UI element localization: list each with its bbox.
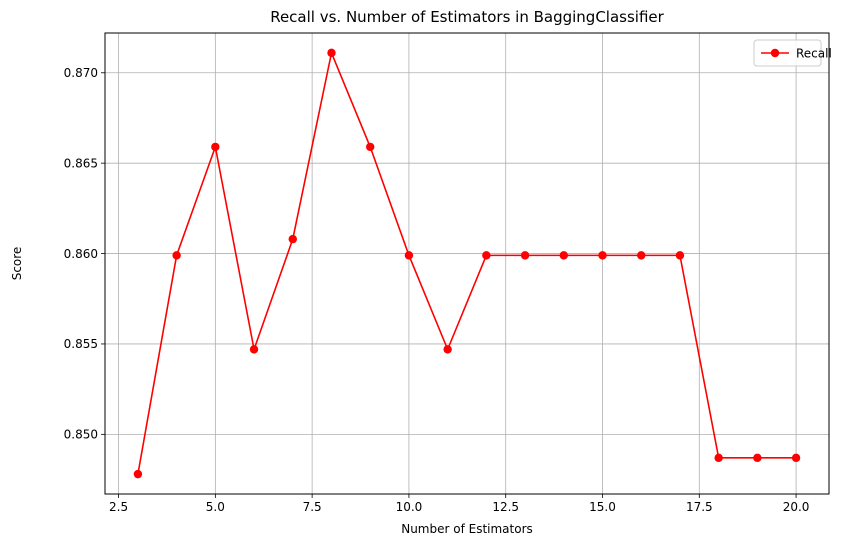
data-point bbox=[211, 142, 220, 152]
legend: Recall bbox=[753, 39, 832, 67]
x-tick-label: 2.5 bbox=[109, 500, 128, 514]
legend-marker-icon bbox=[770, 48, 780, 58]
grid bbox=[105, 33, 829, 494]
x-tick-label: 7.5 bbox=[303, 500, 322, 514]
x-tick-label: 12.5 bbox=[492, 500, 519, 514]
x-axis-label: Number of Estimators bbox=[401, 522, 533, 536]
data-series bbox=[133, 48, 801, 479]
y-tick-label: 0.865 bbox=[64, 156, 98, 170]
y-axis-label: Score bbox=[10, 247, 24, 281]
data-point bbox=[714, 453, 723, 463]
x-tick-label: 10.0 bbox=[396, 500, 423, 514]
data-point bbox=[598, 251, 607, 260]
series-line-recall bbox=[137, 52, 797, 475]
x-tick-label: 5.0 bbox=[206, 500, 225, 514]
data-point bbox=[559, 251, 568, 260]
y-tick-label: 0.850 bbox=[64, 428, 98, 442]
x-tick-label: 15.0 bbox=[589, 500, 616, 514]
data-point bbox=[637, 251, 646, 260]
data-point bbox=[404, 251, 414, 260]
y-tick-label: 0.870 bbox=[64, 66, 98, 80]
axes-frame bbox=[104, 32, 830, 495]
data-point bbox=[327, 48, 336, 58]
data-point bbox=[366, 142, 375, 152]
data-point bbox=[753, 453, 762, 463]
y-tick-label: 0.855 bbox=[64, 337, 98, 351]
data-point bbox=[520, 251, 530, 260]
data-point bbox=[288, 234, 297, 244]
data-point bbox=[791, 453, 801, 463]
legend-label-recall: Recall bbox=[796, 47, 832, 61]
data-point bbox=[133, 469, 143, 479]
data-point bbox=[675, 251, 685, 260]
data-point bbox=[482, 251, 491, 260]
data-point bbox=[172, 251, 181, 260]
chart-title: Recall vs. Number of Estimators in Baggi… bbox=[270, 8, 664, 26]
axis-ticks: 2.5 5.0 7.5 10.0 12.5 15.0 17.5 20.0 0.850 0.855 0… bbox=[64, 66, 810, 514]
x-tick-label: 20.0 bbox=[783, 500, 810, 514]
x-tick-label: 17.5 bbox=[686, 500, 713, 514]
y-tick-label: 0.860 bbox=[64, 247, 98, 261]
data-point bbox=[249, 345, 259, 354]
data-point bbox=[443, 345, 452, 354]
